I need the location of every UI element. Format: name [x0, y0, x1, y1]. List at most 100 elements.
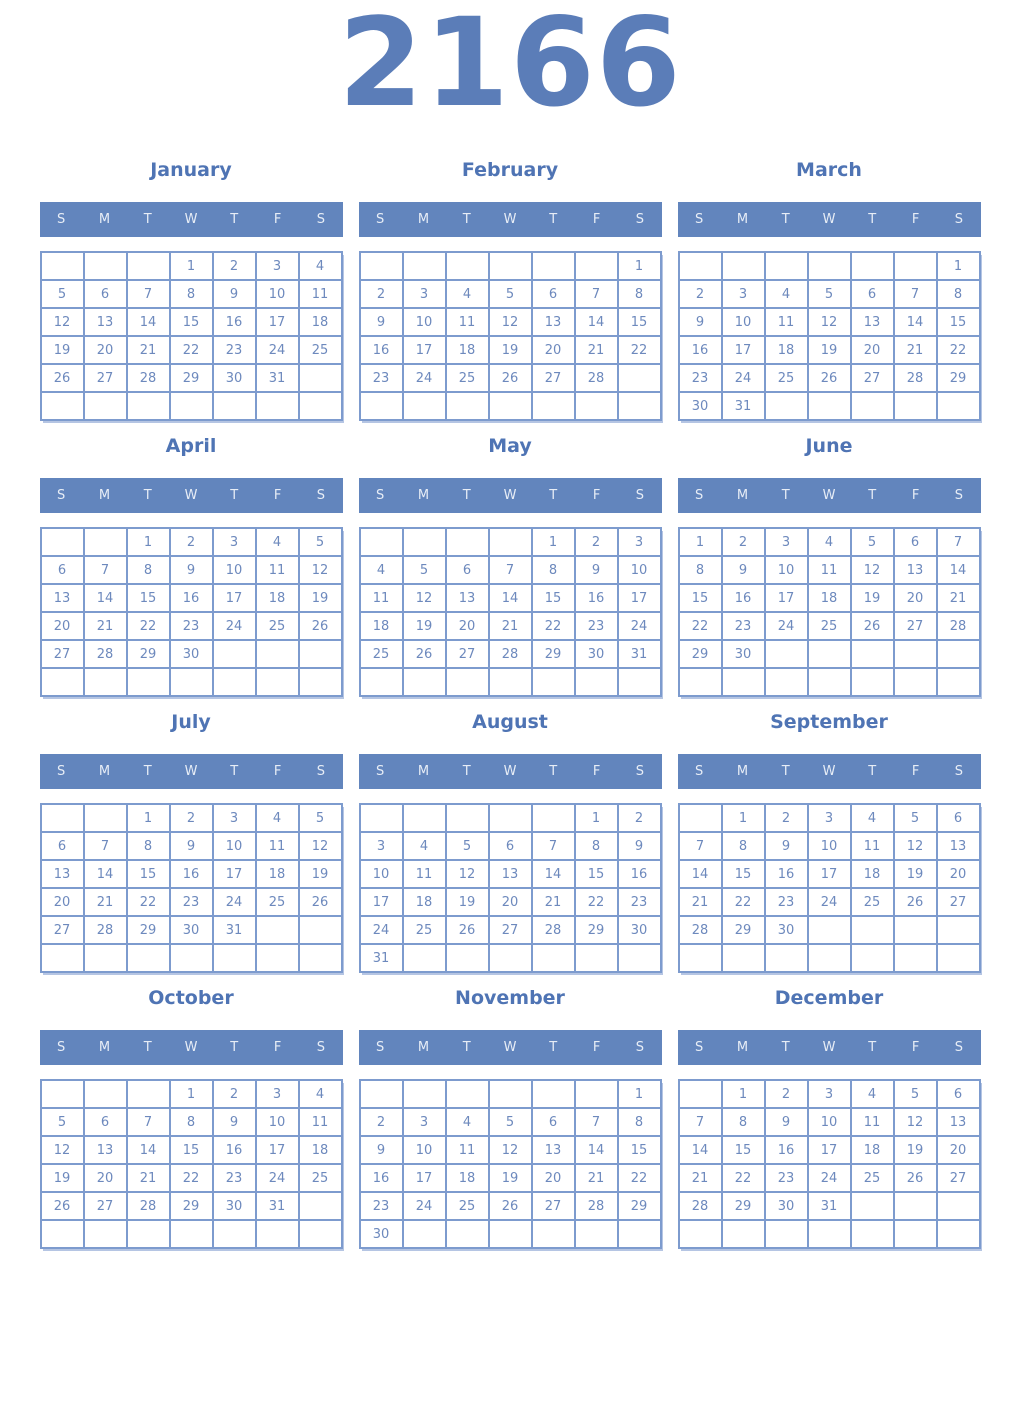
day-cell: 13: [82, 1135, 128, 1165]
day-cell: 11: [763, 307, 809, 337]
day-cell: 20: [444, 611, 490, 641]
weekday-label: M: [417, 764, 430, 779]
week-row: 31: [358, 943, 662, 973]
calendar-table: 1 2 3 4 5 6 7 8 9 10 11 12 13 14 15 16 17 18 19 20 21 22 23 24 2…: [39, 251, 343, 421]
day-cell: 23: [168, 887, 214, 917]
day-cell: 12: [444, 859, 490, 889]
week-row: [358, 391, 662, 421]
day-cell: 19: [487, 335, 533, 365]
weekday-label: M: [417, 212, 430, 227]
empty-day-cell: [401, 803, 447, 833]
empty-day-cell: [168, 667, 214, 697]
day-cell: 9: [616, 831, 662, 861]
day-cell: 18: [849, 1135, 895, 1165]
weekday-label: F: [273, 1040, 282, 1055]
empty-day-cell: [358, 667, 404, 697]
day-cell: 24: [254, 335, 300, 365]
day-cell: 17: [616, 583, 662, 613]
weekday-label: T: [230, 764, 239, 779]
empty-day-cell: [125, 667, 171, 697]
day-cell: 27: [444, 639, 490, 669]
day-cell: 21: [677, 1163, 723, 1193]
day-cell: 3: [401, 279, 447, 309]
day-cell: 20: [82, 1163, 128, 1193]
day-cell: 18: [297, 307, 343, 337]
day-cell: 4: [254, 527, 300, 557]
weekday-label: W: [184, 1040, 198, 1055]
day-cell: 12: [297, 555, 343, 585]
empty-day-cell: [297, 943, 343, 973]
empty-day-cell: [892, 667, 938, 697]
empty-day-cell: [39, 803, 85, 833]
day-cell: 4: [444, 279, 490, 309]
day-cell: 2: [677, 279, 723, 309]
weekday-label: F: [273, 764, 282, 779]
day-cell: 7: [677, 1107, 723, 1137]
weekday-label: F: [592, 1040, 601, 1055]
empty-day-cell: [297, 391, 343, 421]
day-cell: 16: [720, 583, 766, 613]
empty-day-cell: [358, 251, 404, 281]
day-cell: 25: [444, 1191, 490, 1221]
week-row: 28 29 30 31: [677, 1191, 981, 1221]
day-cell: 10: [358, 859, 404, 889]
day-cell: 20: [39, 887, 85, 917]
weekday-label: T: [462, 764, 471, 779]
week-row: 20 21 22 23 24 25 26: [39, 611, 343, 641]
day-cell: 19: [401, 611, 447, 641]
weekday-label: W: [822, 212, 836, 227]
day-cell: 27: [935, 887, 981, 917]
day-cell: 7: [892, 279, 938, 309]
day-cell: 19: [39, 1163, 85, 1193]
day-cell: 23: [168, 611, 214, 641]
day-cell: 28: [892, 363, 938, 393]
day-cell: 9: [720, 555, 766, 585]
day-cell: 30: [616, 915, 662, 945]
day-cell: 3: [806, 803, 852, 833]
empty-day-cell: [763, 251, 809, 281]
day-cell: 21: [892, 335, 938, 365]
empty-day-cell: [573, 251, 619, 281]
week-row: 13 14 15 16 17 18 19: [39, 859, 343, 889]
empty-day-cell: [82, 527, 128, 557]
day-cell: 28: [677, 1191, 723, 1221]
day-cell: 2: [358, 279, 404, 309]
empty-day-cell: [487, 391, 533, 421]
empty-day-cell: [82, 391, 128, 421]
day-cell: 26: [892, 887, 938, 917]
empty-day-cell: [211, 391, 257, 421]
day-cell: 26: [297, 887, 343, 917]
week-row: 30: [358, 1219, 662, 1249]
empty-day-cell: [935, 943, 981, 973]
weekday-label: S: [57, 764, 66, 779]
day-cell: 9: [763, 831, 809, 861]
day-cell: 5: [487, 1107, 533, 1137]
weekday-label: M: [736, 488, 749, 503]
day-cell: 21: [125, 1163, 171, 1193]
day-cell: 24: [358, 915, 404, 945]
day-cell: 13: [39, 859, 85, 889]
day-cell: 8: [573, 831, 619, 861]
day-cell: 18: [849, 859, 895, 889]
weekday-label: F: [273, 212, 282, 227]
day-cell: 2: [168, 527, 214, 557]
day-cell: 14: [125, 1135, 171, 1165]
weekday-label: T: [868, 212, 877, 227]
day-cell: 15: [125, 583, 171, 613]
week-row: 1: [358, 1079, 662, 1109]
day-cell: 31: [254, 1191, 300, 1221]
empty-day-cell: [487, 251, 533, 281]
day-cell: 30: [763, 915, 809, 945]
day-cell: 6: [444, 555, 490, 585]
weekday-label: S: [316, 1040, 325, 1055]
weekday-label: W: [503, 488, 517, 503]
week-row: 14 15 16 17 18 19 20: [677, 859, 981, 889]
day-cell: 21: [125, 335, 171, 365]
empty-day-cell: [297, 639, 343, 669]
day-cell: 14: [82, 583, 128, 613]
